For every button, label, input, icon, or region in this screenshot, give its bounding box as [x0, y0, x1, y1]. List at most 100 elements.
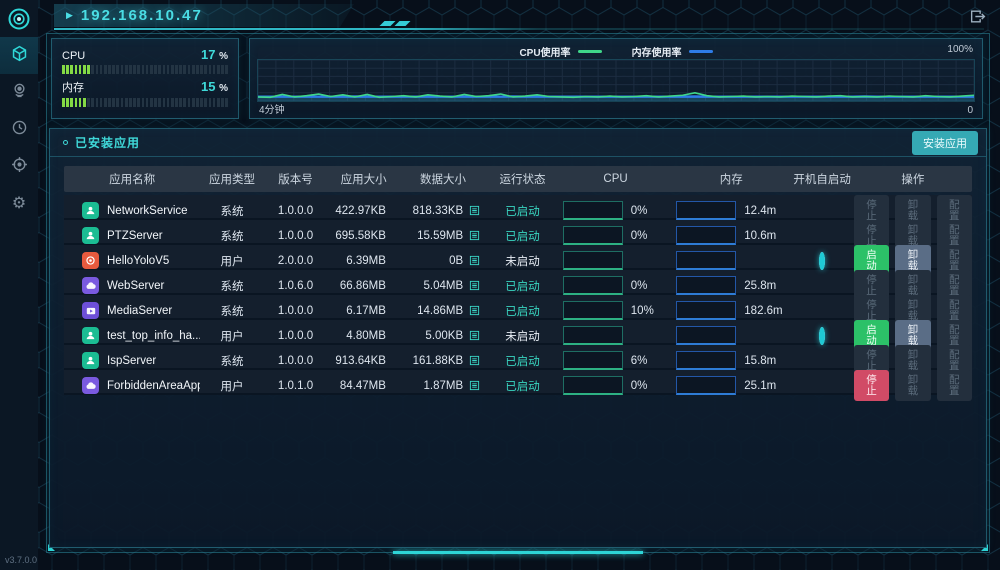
logo-icon	[7, 7, 31, 31]
cpu-limit-input[interactable]	[562, 376, 623, 395]
gauge-segment	[124, 98, 128, 107]
sidebar-item-target[interactable]	[0, 148, 38, 185]
sidebar-item-history[interactable]	[0, 111, 38, 148]
gauge-segment	[200, 65, 203, 74]
cpu-gauge-label: CPU	[62, 50, 86, 62]
gauge-segment	[66, 65, 69, 74]
app-size: 84.47MB	[339, 379, 386, 392]
memory-cell: 10.6m	[672, 226, 790, 245]
gauge-segment	[179, 65, 182, 74]
cloud-app-icon	[82, 377, 99, 394]
main-container: CPU 17 % 内存 15 % CPU使用率 内存使用率 100% 4分钟 0 …	[46, 33, 990, 554]
legend-label: 内存使用率	[631, 48, 682, 59]
cpu-limit-input[interactable]	[562, 326, 623, 345]
cpu-limit-input[interactable]	[562, 351, 623, 370]
memory-cell: 25.8m	[672, 276, 790, 295]
gauge-segment	[74, 65, 78, 74]
cpu-cell	[559, 326, 673, 345]
app-name: PTZServer	[107, 229, 163, 242]
clear-data-icon[interactable]	[469, 230, 480, 241]
sidebar-item-settings[interactable]: ⚙	[0, 185, 38, 222]
cpu-limit-input[interactable]	[562, 276, 623, 295]
install-app-button[interactable]: 安装应用	[912, 130, 978, 155]
clear-data-icon[interactable]	[469, 305, 480, 316]
gauge-segment	[103, 98, 107, 107]
autostart-toggle[interactable]	[819, 251, 826, 270]
gauge-segment	[191, 98, 195, 107]
autostart-toggle[interactable]	[819, 326, 826, 345]
memory-limit-input[interactable]	[676, 251, 737, 270]
data-size: 14.86MB	[417, 304, 464, 317]
app-name-cell: test_top_info_ha...	[64, 327, 200, 344]
memory-limit-input[interactable]	[676, 326, 737, 345]
gauge-segment	[154, 98, 157, 107]
memory-limit-input[interactable]	[676, 376, 737, 395]
app-name: ForbiddenAreaApp	[107, 379, 201, 392]
gauge-segment	[82, 98, 86, 107]
memory-limit-input[interactable]	[676, 276, 737, 295]
gauge-segment	[225, 65, 228, 74]
sidebar-item-camera[interactable]	[0, 74, 38, 111]
legend-item: 内存使用率	[632, 44, 713, 59]
panel-title-bar: 已安装应用 安装应用	[50, 129, 986, 157]
gauge-segment	[74, 98, 78, 107]
gauge-segment	[183, 65, 187, 74]
app-row: test_top_info_ha... 用户 1.0.0.0 4.80MB 5.00KB…	[64, 320, 972, 351]
memory-limit-input[interactable]	[676, 201, 737, 220]
clear-data-icon[interactable]	[469, 255, 480, 266]
sidebar: ⚙ v3.7.0.0	[0, 0, 38, 570]
run-status: 已启动	[486, 203, 559, 219]
app-size: 66.86MB	[339, 279, 386, 292]
app-version: 1.0.0.0	[277, 329, 314, 342]
topbar: ▶ 192.168.10.47	[38, 0, 1000, 33]
gauge-segment	[179, 98, 182, 107]
cpu-cell: 0%	[559, 201, 673, 220]
autostart-cell	[790, 326, 854, 345]
cpu-limit-input[interactable]	[562, 301, 623, 320]
clear-data-icon[interactable]	[469, 380, 480, 391]
clear-data-icon[interactable]	[469, 330, 480, 341]
sidebar-item-apps[interactable]	[0, 37, 38, 74]
app-row: HelloYoloV5 用户 2.0.0.0 6.39MB 0B 未启动 启动 卸载 配置	[64, 245, 972, 276]
cpu-gauge-value: 17	[201, 47, 216, 62]
cpu-limit-input[interactable]	[562, 201, 623, 220]
gauge-segment	[95, 98, 99, 107]
clear-data-icon[interactable]	[469, 205, 480, 216]
memory-cell	[672, 326, 790, 345]
chevron-right-icon: ▶	[66, 10, 73, 20]
app-type: 系统	[220, 230, 244, 243]
apps-table: 应用名称 应用类型 版本号 应用大小 数据大小 运行状态 CPU 内存 开机自启动 操作 Netw…	[64, 166, 972, 401]
clear-data-icon[interactable]	[469, 355, 480, 366]
memory-usage: 182.6m	[744, 304, 783, 317]
data-size-cell: 1.87MB	[400, 380, 486, 392]
memory-limit-input[interactable]	[676, 301, 737, 320]
gauge-segment	[129, 98, 132, 107]
person-app-icon	[82, 352, 99, 369]
clear-data-icon[interactable]	[469, 280, 480, 291]
app-row: ForbiddenAreaApp 用户 1.0.1.0 84.47MB 1.87MB 已启…	[64, 370, 972, 401]
run-status: 已启动	[486, 303, 559, 319]
logout-icon[interactable]	[969, 8, 986, 30]
cpu-limit-input[interactable]	[562, 226, 623, 245]
memory-usage: 10.6m	[744, 229, 777, 242]
cpu-cell: 0%	[559, 226, 673, 245]
cpu-cell: 0%	[559, 376, 673, 395]
data-size: 5.00KB	[425, 329, 464, 342]
cpu-limit-input[interactable]	[562, 251, 623, 270]
gauge-segment	[208, 98, 212, 107]
legend-item: CPU使用率	[519, 44, 602, 59]
memory-limit-input[interactable]	[676, 226, 737, 245]
gauge-segment	[200, 98, 203, 107]
memory-limit-input[interactable]	[676, 351, 737, 370]
person-app-icon	[82, 202, 99, 219]
gauge-segment	[212, 65, 216, 74]
app-row: IspServer 系统 1.0.0.0 913.64KB 161.88KB 已启动 6% 1…	[64, 345, 972, 376]
stop-button[interactable]: 停止	[853, 370, 890, 401]
data-size: 0B	[449, 254, 464, 267]
data-size: 161.88KB	[412, 354, 464, 367]
memory-cell: 182.6m	[672, 301, 790, 320]
app-version: 1.0.1.0	[277, 379, 314, 392]
autostart-cell	[790, 251, 854, 270]
y-axis-max-label: 100%	[947, 44, 973, 55]
app-name: HelloYoloV5	[107, 254, 170, 267]
